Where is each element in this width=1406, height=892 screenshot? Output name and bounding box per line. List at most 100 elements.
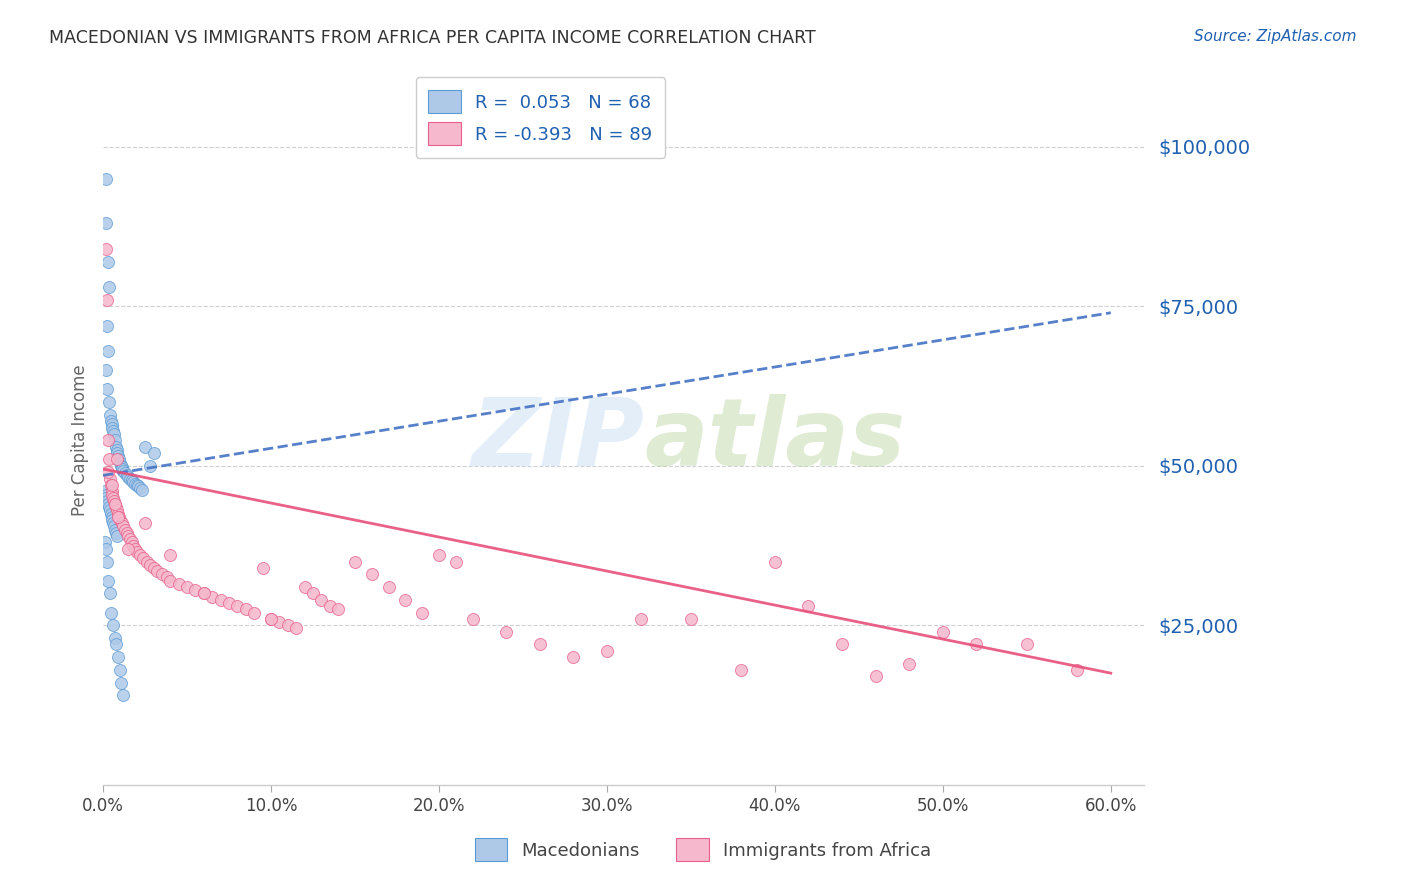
Point	[107, 650, 129, 665]
Point	[260, 612, 283, 626]
Point	[108, 452, 131, 467]
Point	[630, 612, 652, 626]
Point	[965, 637, 987, 651]
Point	[107, 450, 129, 464]
Point	[184, 583, 207, 598]
Point	[110, 458, 132, 473]
Point	[360, 567, 382, 582]
Point	[124, 541, 146, 556]
Point	[596, 644, 619, 658]
Point	[117, 470, 139, 484]
Point	[97, 574, 120, 588]
Point	[100, 484, 122, 499]
Point	[142, 561, 165, 575]
Point	[107, 507, 129, 521]
Point	[105, 637, 128, 651]
Point	[104, 440, 127, 454]
Point	[1015, 637, 1038, 651]
Point	[100, 417, 122, 432]
Point	[105, 452, 128, 467]
Point	[122, 539, 145, 553]
Point	[94, 484, 117, 499]
Point	[159, 548, 181, 562]
Point	[302, 586, 325, 600]
Point	[98, 503, 121, 517]
Point	[103, 519, 125, 533]
Point	[97, 497, 120, 511]
Point	[121, 473, 143, 487]
Point	[193, 586, 215, 600]
Point	[1066, 663, 1088, 677]
Point	[134, 516, 156, 531]
Point	[112, 464, 135, 478]
Point	[104, 525, 127, 540]
Point	[142, 446, 165, 460]
Point	[763, 554, 786, 568]
Point	[105, 529, 128, 543]
Point	[269, 615, 291, 629]
Point	[377, 580, 399, 594]
Point	[562, 650, 585, 665]
Point	[311, 592, 333, 607]
Point	[730, 663, 752, 677]
Point	[96, 171, 118, 186]
Text: Source: ZipAtlas.com: Source: ZipAtlas.com	[1194, 29, 1357, 44]
Point	[98, 408, 121, 422]
Point	[104, 523, 127, 537]
Point	[176, 580, 198, 594]
Point	[461, 612, 484, 626]
Point	[131, 483, 153, 497]
Point	[529, 637, 551, 651]
Point	[103, 491, 125, 505]
Point	[96, 382, 118, 396]
Point	[235, 602, 257, 616]
Point	[444, 554, 467, 568]
Point	[252, 561, 274, 575]
Point	[100, 606, 122, 620]
Point	[103, 631, 125, 645]
Point	[94, 541, 117, 556]
Point	[108, 663, 131, 677]
Point	[679, 612, 702, 626]
Point	[94, 363, 117, 377]
Point	[104, 497, 127, 511]
Legend: Macedonians, Immigrants from Africa: Macedonians, Immigrants from Africa	[463, 826, 943, 874]
Point	[125, 545, 148, 559]
Point	[100, 414, 122, 428]
Point	[107, 509, 129, 524]
Point	[285, 622, 308, 636]
Point	[121, 535, 143, 549]
Point	[97, 344, 120, 359]
Point	[98, 586, 121, 600]
Point	[411, 606, 433, 620]
Point	[865, 669, 887, 683]
Point	[108, 509, 131, 524]
Point	[97, 434, 120, 448]
Point	[122, 475, 145, 489]
Point	[97, 395, 120, 409]
Point	[156, 570, 179, 584]
Point	[94, 535, 117, 549]
Point	[124, 476, 146, 491]
Point	[319, 599, 342, 614]
Point	[100, 478, 122, 492]
Point	[108, 456, 131, 470]
Point	[96, 242, 118, 256]
Text: atlas: atlas	[644, 394, 905, 486]
Point	[218, 596, 240, 610]
Point	[159, 574, 181, 588]
Point	[104, 497, 127, 511]
Point	[129, 481, 152, 495]
Point	[97, 254, 120, 268]
Point	[118, 532, 141, 546]
Point	[260, 612, 283, 626]
Point	[226, 599, 249, 614]
Point	[98, 500, 121, 515]
Point	[111, 462, 134, 476]
Point	[115, 525, 138, 540]
Point	[146, 564, 169, 578]
Point	[96, 491, 118, 505]
Point	[114, 523, 136, 537]
Point	[107, 503, 129, 517]
Point	[394, 592, 416, 607]
